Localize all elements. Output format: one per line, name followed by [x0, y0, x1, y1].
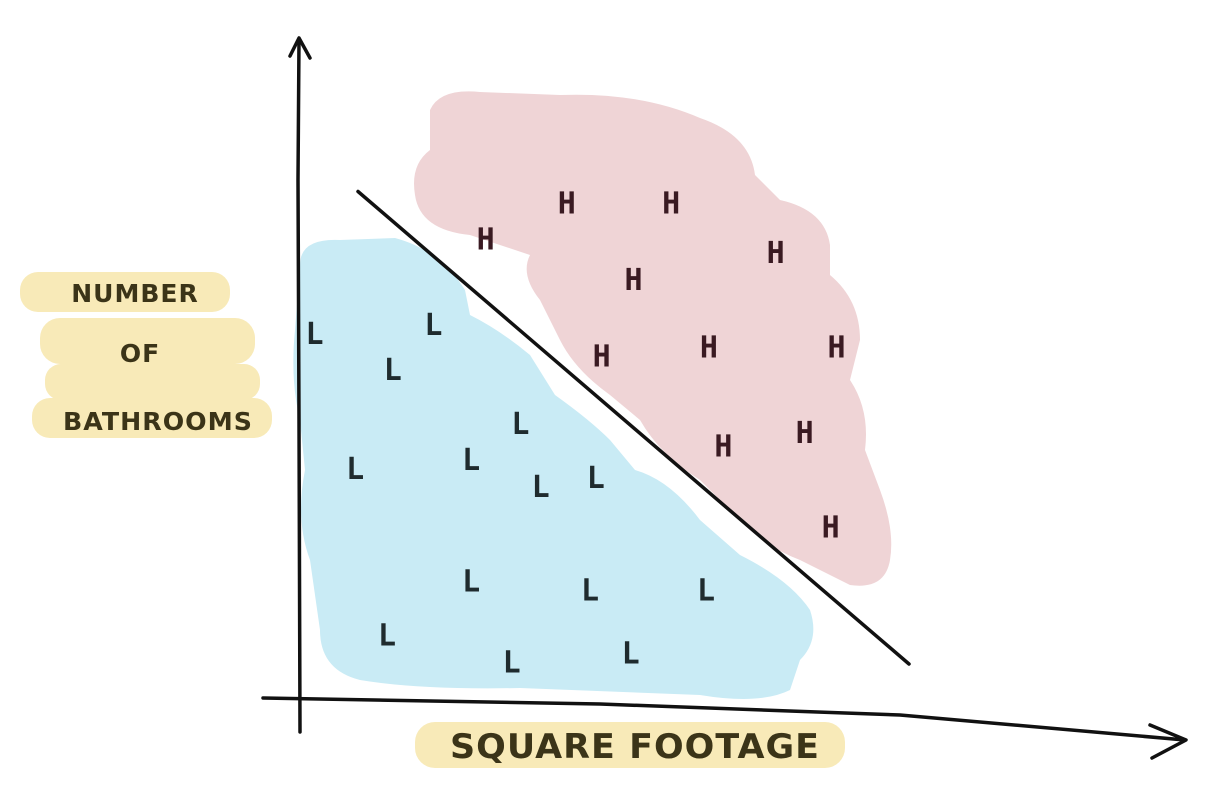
high-class-point: H — [558, 187, 576, 222]
high-class-point: H — [700, 331, 718, 366]
high-class-point: H — [477, 223, 495, 258]
high-class-point: H — [822, 511, 840, 546]
high-class-points: H H H H H H H H H H H — [477, 187, 846, 546]
high-class-point: H — [714, 430, 732, 465]
low-class-point: L — [697, 574, 715, 609]
low-class-point: L — [622, 637, 640, 672]
decision-boundary-line — [356, 189, 911, 666]
x-axis-arrowhead — [1148, 723, 1188, 760]
high-class-point: H — [827, 331, 845, 366]
low-class-point: L — [462, 443, 480, 478]
low-class-point: L — [305, 317, 323, 352]
y-axis-label-line-3: BATHROOMS — [63, 407, 253, 436]
high-class-point: H — [767, 236, 785, 271]
y-axis-label-line-2: OF — [120, 339, 160, 368]
y-axis — [288, 36, 312, 734]
low-class-point: L — [424, 308, 442, 343]
low-class-point: L — [532, 470, 550, 505]
low-class-point: L — [378, 619, 396, 654]
y-axis-arrowhead — [288, 36, 312, 60]
high-class-point: H — [662, 187, 680, 222]
low-class-point: L — [581, 574, 599, 609]
high-class-point: H — [593, 340, 611, 375]
low-class-point: L — [511, 407, 529, 442]
y-axis-label: NUMBER OF BATHROOMS — [63, 279, 253, 436]
x-axis-label: SQUARE FOOTAGE — [450, 727, 820, 767]
high-region-blob — [414, 91, 892, 586]
low-class-point: L — [587, 461, 605, 496]
low-class-point: L — [462, 565, 480, 600]
low-class-point: L — [346, 452, 364, 487]
low-class-point: L — [384, 353, 402, 388]
x-axis-label-highlight — [415, 722, 845, 768]
low-region-blob — [293, 238, 814, 699]
low-class-point: L — [503, 646, 521, 681]
x-axis — [261, 696, 1188, 760]
high-class-point: H — [796, 416, 814, 451]
y-axis-label-highlight — [20, 272, 272, 438]
high-class-point: H — [624, 263, 642, 298]
y-axis-label-line-1: NUMBER — [71, 279, 198, 308]
